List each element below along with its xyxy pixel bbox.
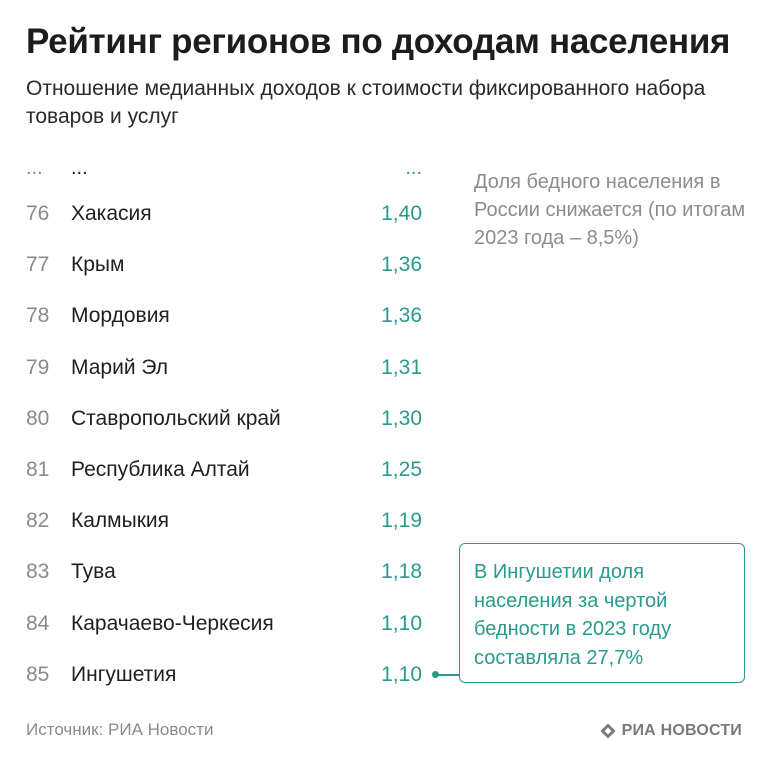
region-cell: Республика Алтай <box>71 458 250 481</box>
callout-leader-dot <box>432 671 439 678</box>
value-cell: 1,36 <box>381 304 422 327</box>
rank-cell: 79 <box>26 356 50 379</box>
region-cell: Мордовия <box>71 304 170 327</box>
value-cell: 1,30 <box>381 407 422 430</box>
ellipsis-row: ... ... ... <box>0 158 450 188</box>
region-cell: Тува <box>71 560 116 583</box>
ingushetia-callout: В Ингушетии доля населения за чертой бед… <box>459 543 745 683</box>
region-cell: Карачаево-Черкесия <box>71 612 274 635</box>
table-row: 80 Ставропольский край 1,30 <box>0 404 450 434</box>
table-row: 82 Калмыкия 1,19 <box>0 506 450 536</box>
value-cell: 1,36 <box>381 253 422 276</box>
value-cell: 1,10 <box>381 663 422 686</box>
page-title: Рейтинг регионов по доходам населения <box>26 22 731 61</box>
rank-cell: 82 <box>26 509 50 532</box>
value-cell: 1,40 <box>381 202 422 225</box>
ellipsis-rank: ... <box>26 157 43 179</box>
value-cell: 1,25 <box>381 458 422 481</box>
ellipsis-region: ... <box>71 157 88 179</box>
ellipsis-value: ... <box>405 157 422 179</box>
rank-cell: 77 <box>26 253 50 276</box>
value-cell: 1,18 <box>381 560 422 583</box>
table-row: 83 Тува 1,18 <box>0 557 450 587</box>
value-cell: 1,19 <box>381 509 422 532</box>
region-cell: Ингушетия <box>71 663 177 686</box>
value-cell: 1,10 <box>381 612 422 635</box>
rank-cell: 84 <box>26 612 50 635</box>
table-row: 81 Республика Алтай 1,25 <box>0 455 450 485</box>
rank-cell: 78 <box>26 304 50 327</box>
region-cell: Марий Эл <box>71 356 169 379</box>
source-note: Источник: РИА Новости <box>26 720 214 739</box>
region-cell: Крым <box>71 253 125 276</box>
table-row: 77 Крым 1,36 <box>0 250 450 280</box>
table-row: 76 Хакасия 1,40 <box>0 199 450 229</box>
table-row: 79 Марий Эл 1,31 <box>0 353 450 383</box>
brand-name: РИА НОВОСТИ <box>621 722 742 739</box>
rank-cell: 81 <box>26 458 50 481</box>
rank-cell: 80 <box>26 407 50 430</box>
region-cell: Калмыкия <box>71 509 169 532</box>
table-row: 84 Карачаево-Черкесия 1,10 <box>0 609 450 639</box>
ria-logo-icon <box>600 723 616 739</box>
table-row: 85 Ингушетия 1,10 <box>0 660 450 690</box>
value-cell: 1,31 <box>381 356 422 379</box>
region-cell: Ставропольский край <box>71 407 281 430</box>
rank-cell: 85 <box>26 663 50 686</box>
callout-leader-line <box>438 674 460 676</box>
region-cell: Хакасия <box>71 202 152 225</box>
page-subtitle: Отношение медианных доходов к стоимости … <box>26 77 706 128</box>
brand-logo: РИА НОВОСТИ <box>600 721 742 741</box>
side-note: Доля бедного населения в России снижаетс… <box>474 171 746 249</box>
rank-cell: 76 <box>26 202 50 225</box>
table-row: 78 Мордовия 1,36 <box>0 301 450 331</box>
rank-cell: 83 <box>26 560 50 583</box>
